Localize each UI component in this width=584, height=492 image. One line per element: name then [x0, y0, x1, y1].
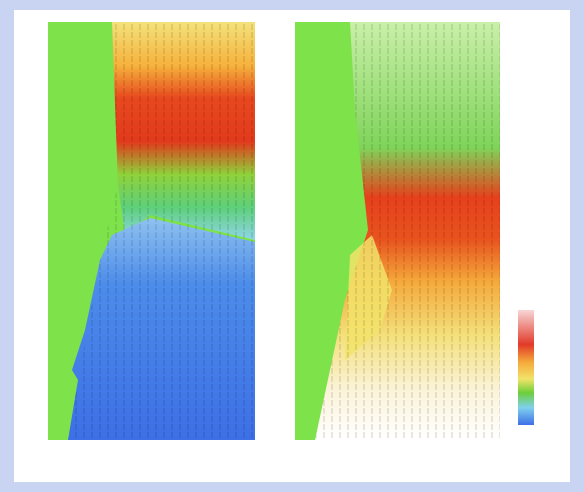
color-bar — [518, 310, 534, 425]
right-plot — [295, 22, 500, 440]
left-plot — [48, 22, 255, 440]
vector-field — [315, 22, 500, 440]
vector-field — [68, 22, 255, 440]
